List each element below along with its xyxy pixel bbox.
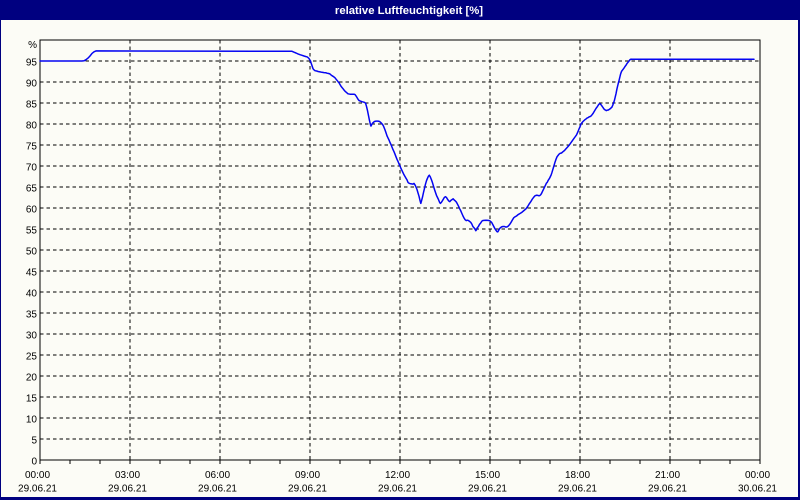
svg-text:29.06.21: 29.06.21 bbox=[468, 484, 507, 495]
svg-text:60: 60 bbox=[26, 205, 38, 216]
svg-text:29.06.21: 29.06.21 bbox=[18, 484, 57, 495]
svg-text:relative Luftfeuchtigkeit [%]: relative Luftfeuchtigkeit [%] bbox=[335, 5, 483, 17]
svg-text:25: 25 bbox=[26, 352, 38, 363]
svg-text:70: 70 bbox=[26, 163, 38, 174]
svg-text:40: 40 bbox=[26, 289, 38, 300]
svg-text:%: % bbox=[28, 40, 37, 51]
svg-text:29.06.21: 29.06.21 bbox=[198, 484, 237, 495]
svg-text:00:00: 00:00 bbox=[745, 470, 770, 481]
svg-text:75: 75 bbox=[26, 142, 38, 153]
svg-text:10: 10 bbox=[26, 415, 38, 426]
svg-text:85: 85 bbox=[26, 100, 38, 111]
svg-text:29.06.21: 29.06.21 bbox=[288, 484, 327, 495]
svg-text:15: 15 bbox=[26, 394, 38, 405]
svg-text:00:00: 00:00 bbox=[25, 470, 50, 481]
svg-text:29.06.21: 29.06.21 bbox=[648, 484, 687, 495]
svg-text:80: 80 bbox=[26, 121, 38, 132]
svg-text:0: 0 bbox=[31, 457, 37, 468]
svg-text:29.06.21: 29.06.21 bbox=[558, 484, 597, 495]
svg-text:09:00: 09:00 bbox=[295, 470, 320, 481]
svg-text:29.06.21: 29.06.21 bbox=[378, 484, 417, 495]
svg-text:50: 50 bbox=[26, 247, 38, 258]
svg-text:65: 65 bbox=[26, 184, 38, 195]
svg-text:21:00: 21:00 bbox=[655, 470, 680, 481]
svg-text:29.06.21: 29.06.21 bbox=[108, 484, 147, 495]
svg-text:30: 30 bbox=[26, 331, 38, 342]
svg-text:35: 35 bbox=[26, 310, 38, 321]
svg-text:30.06.21: 30.06.21 bbox=[738, 484, 777, 495]
svg-text:06:00: 06:00 bbox=[205, 470, 230, 481]
svg-text:18:00: 18:00 bbox=[565, 470, 590, 481]
svg-text:55: 55 bbox=[26, 226, 38, 237]
svg-text:20: 20 bbox=[26, 373, 38, 384]
svg-text:95: 95 bbox=[26, 58, 38, 69]
svg-text:03:00: 03:00 bbox=[115, 470, 140, 481]
svg-text:12:00: 12:00 bbox=[385, 470, 410, 481]
svg-text:15:00: 15:00 bbox=[475, 470, 500, 481]
svg-text:90: 90 bbox=[26, 79, 38, 90]
svg-text:5: 5 bbox=[31, 436, 37, 447]
svg-text:45: 45 bbox=[26, 268, 38, 279]
